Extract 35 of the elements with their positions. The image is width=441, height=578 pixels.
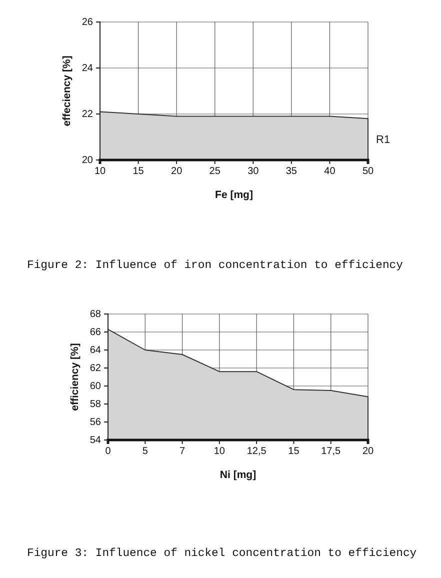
x-tick-label: 50 [362, 166, 374, 178]
x-tick-label: 40 [324, 166, 336, 178]
x-tick-label: 10 [94, 166, 106, 178]
x-tick-label: 30 [248, 166, 260, 178]
y-tick-label: 20 [82, 155, 94, 166]
x-tick-label: 12,5 [246, 446, 267, 458]
y-tick-label: 64 [90, 345, 102, 356]
x-tick-label: 10 [214, 446, 226, 458]
x-tick-label: 5 [142, 446, 148, 458]
x-axis-title: Ni [mg] [220, 469, 256, 481]
caption: Figure 3: Influence of nickel concentration to efficiency [27, 547, 417, 560]
x-tick-label: 35 [286, 166, 298, 178]
y-tick-label: 56 [90, 417, 102, 428]
y-tick-label: 24 [82, 63, 94, 74]
y-axis-title: effeciency [%] [61, 56, 73, 126]
y-axis-title: efficiency [%] [69, 343, 81, 411]
x-tick-label: 20 [362, 446, 374, 458]
y-tick-label: 54 [90, 435, 102, 446]
y-tick-label: 26 [82, 17, 94, 28]
x-tick-label: 15 [288, 446, 300, 458]
y-tick-label: 60 [90, 381, 102, 392]
y-tick-label: 22 [82, 109, 94, 120]
x-tick-label: 25 [209, 166, 221, 178]
y-tick-label: 66 [90, 327, 102, 338]
x-tick-label: 7 [180, 446, 186, 458]
x-tick-label: 0 [105, 446, 112, 458]
x-tick-label: 15 [132, 166, 144, 178]
x-tick-label: 17,5 [321, 446, 342, 458]
caption: Figure 2: Influence of iron concentration to efficiency [27, 259, 404, 272]
x-tick-label: 20 [171, 166, 183, 178]
y-tick-label: 58 [90, 399, 102, 410]
y-tick-label: 68 [90, 309, 102, 320]
y-tick-label: 62 [90, 363, 102, 374]
series-label: R1 [376, 134, 390, 146]
x-axis-title: Fe [mg] [215, 189, 253, 201]
